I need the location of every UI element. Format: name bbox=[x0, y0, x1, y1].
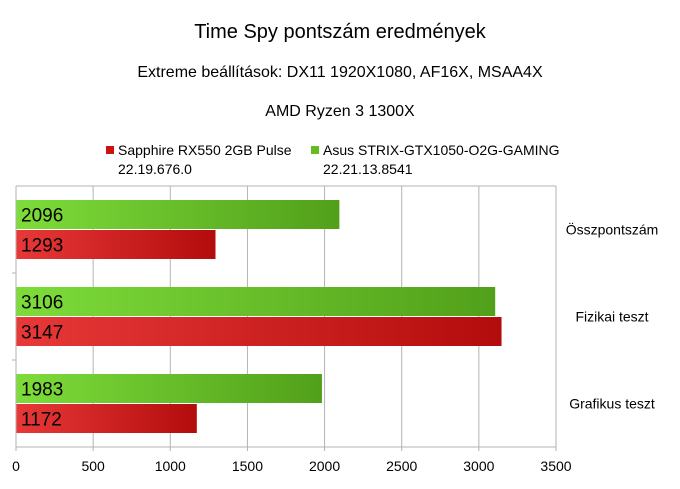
axes: Összpontszám Fizikai teszt Grafikus teszt 0… bbox=[12, 186, 658, 474]
x-tick-label: 0 bbox=[12, 458, 20, 474]
bar-asus-0 bbox=[16, 200, 340, 229]
legend-label-sapphire: Sapphire RX550 2GB Pulse bbox=[118, 142, 292, 158]
legend-item-asus: Asus STRIX-GTX1050-O2G-GAMING 22.21.13.8… bbox=[311, 141, 560, 179]
legend-swatch-green bbox=[311, 146, 319, 154]
x-tick-label: 1500 bbox=[232, 458, 263, 474]
x-tick-label: 2000 bbox=[309, 458, 340, 474]
data-label: 1172 bbox=[21, 410, 62, 431]
legend-version-asus: 22.21.13.8541 bbox=[323, 161, 413, 177]
category-label: Grafikus teszt bbox=[569, 396, 655, 412]
bar-sapphire-2 bbox=[16, 404, 197, 433]
bar-asus-1 bbox=[16, 287, 496, 316]
legend-label-asus: Asus STRIX-GTX1050-O2G-GAMING bbox=[323, 142, 560, 158]
legend-version-sapphire: 22.19.676.0 bbox=[118, 161, 192, 177]
x-tick-label: 2500 bbox=[386, 458, 417, 474]
x-tick-label: 3500 bbox=[540, 458, 571, 474]
legend-swatch-red bbox=[106, 146, 114, 154]
data-label-group: 2096 1293 3106 3147 1983 1172 bbox=[21, 206, 63, 431]
data-label: 1293 bbox=[21, 236, 63, 257]
data-label: 1983 bbox=[21, 380, 63, 401]
x-tick-label: 1000 bbox=[155, 458, 186, 474]
x-tick-label: 3000 bbox=[463, 458, 494, 474]
category-label: Fizikai teszt bbox=[575, 309, 648, 325]
chart-subtitle-settings: Extreme beállítások: DX11 1920X1080, AF1… bbox=[137, 64, 543, 81]
chart-subtitle-cpu: AMD Ryzen 3 1300X bbox=[265, 103, 415, 120]
bar-sapphire-1 bbox=[16, 317, 502, 346]
legend-item-sapphire: Sapphire RX550 2GB Pulse 22.19.676.0 bbox=[106, 141, 292, 179]
bar-group bbox=[16, 200, 502, 433]
chart-title: Time Spy pontszám eredmények bbox=[194, 21, 486, 43]
data-label: 2096 bbox=[21, 206, 63, 227]
bar-asus-2 bbox=[16, 374, 322, 403]
data-label: 3147 bbox=[21, 323, 63, 344]
category-label: Összpontszám bbox=[566, 221, 659, 238]
x-tick-label: 500 bbox=[81, 458, 105, 474]
data-label: 3106 bbox=[21, 293, 63, 314]
bar-sapphire-0 bbox=[16, 230, 216, 259]
